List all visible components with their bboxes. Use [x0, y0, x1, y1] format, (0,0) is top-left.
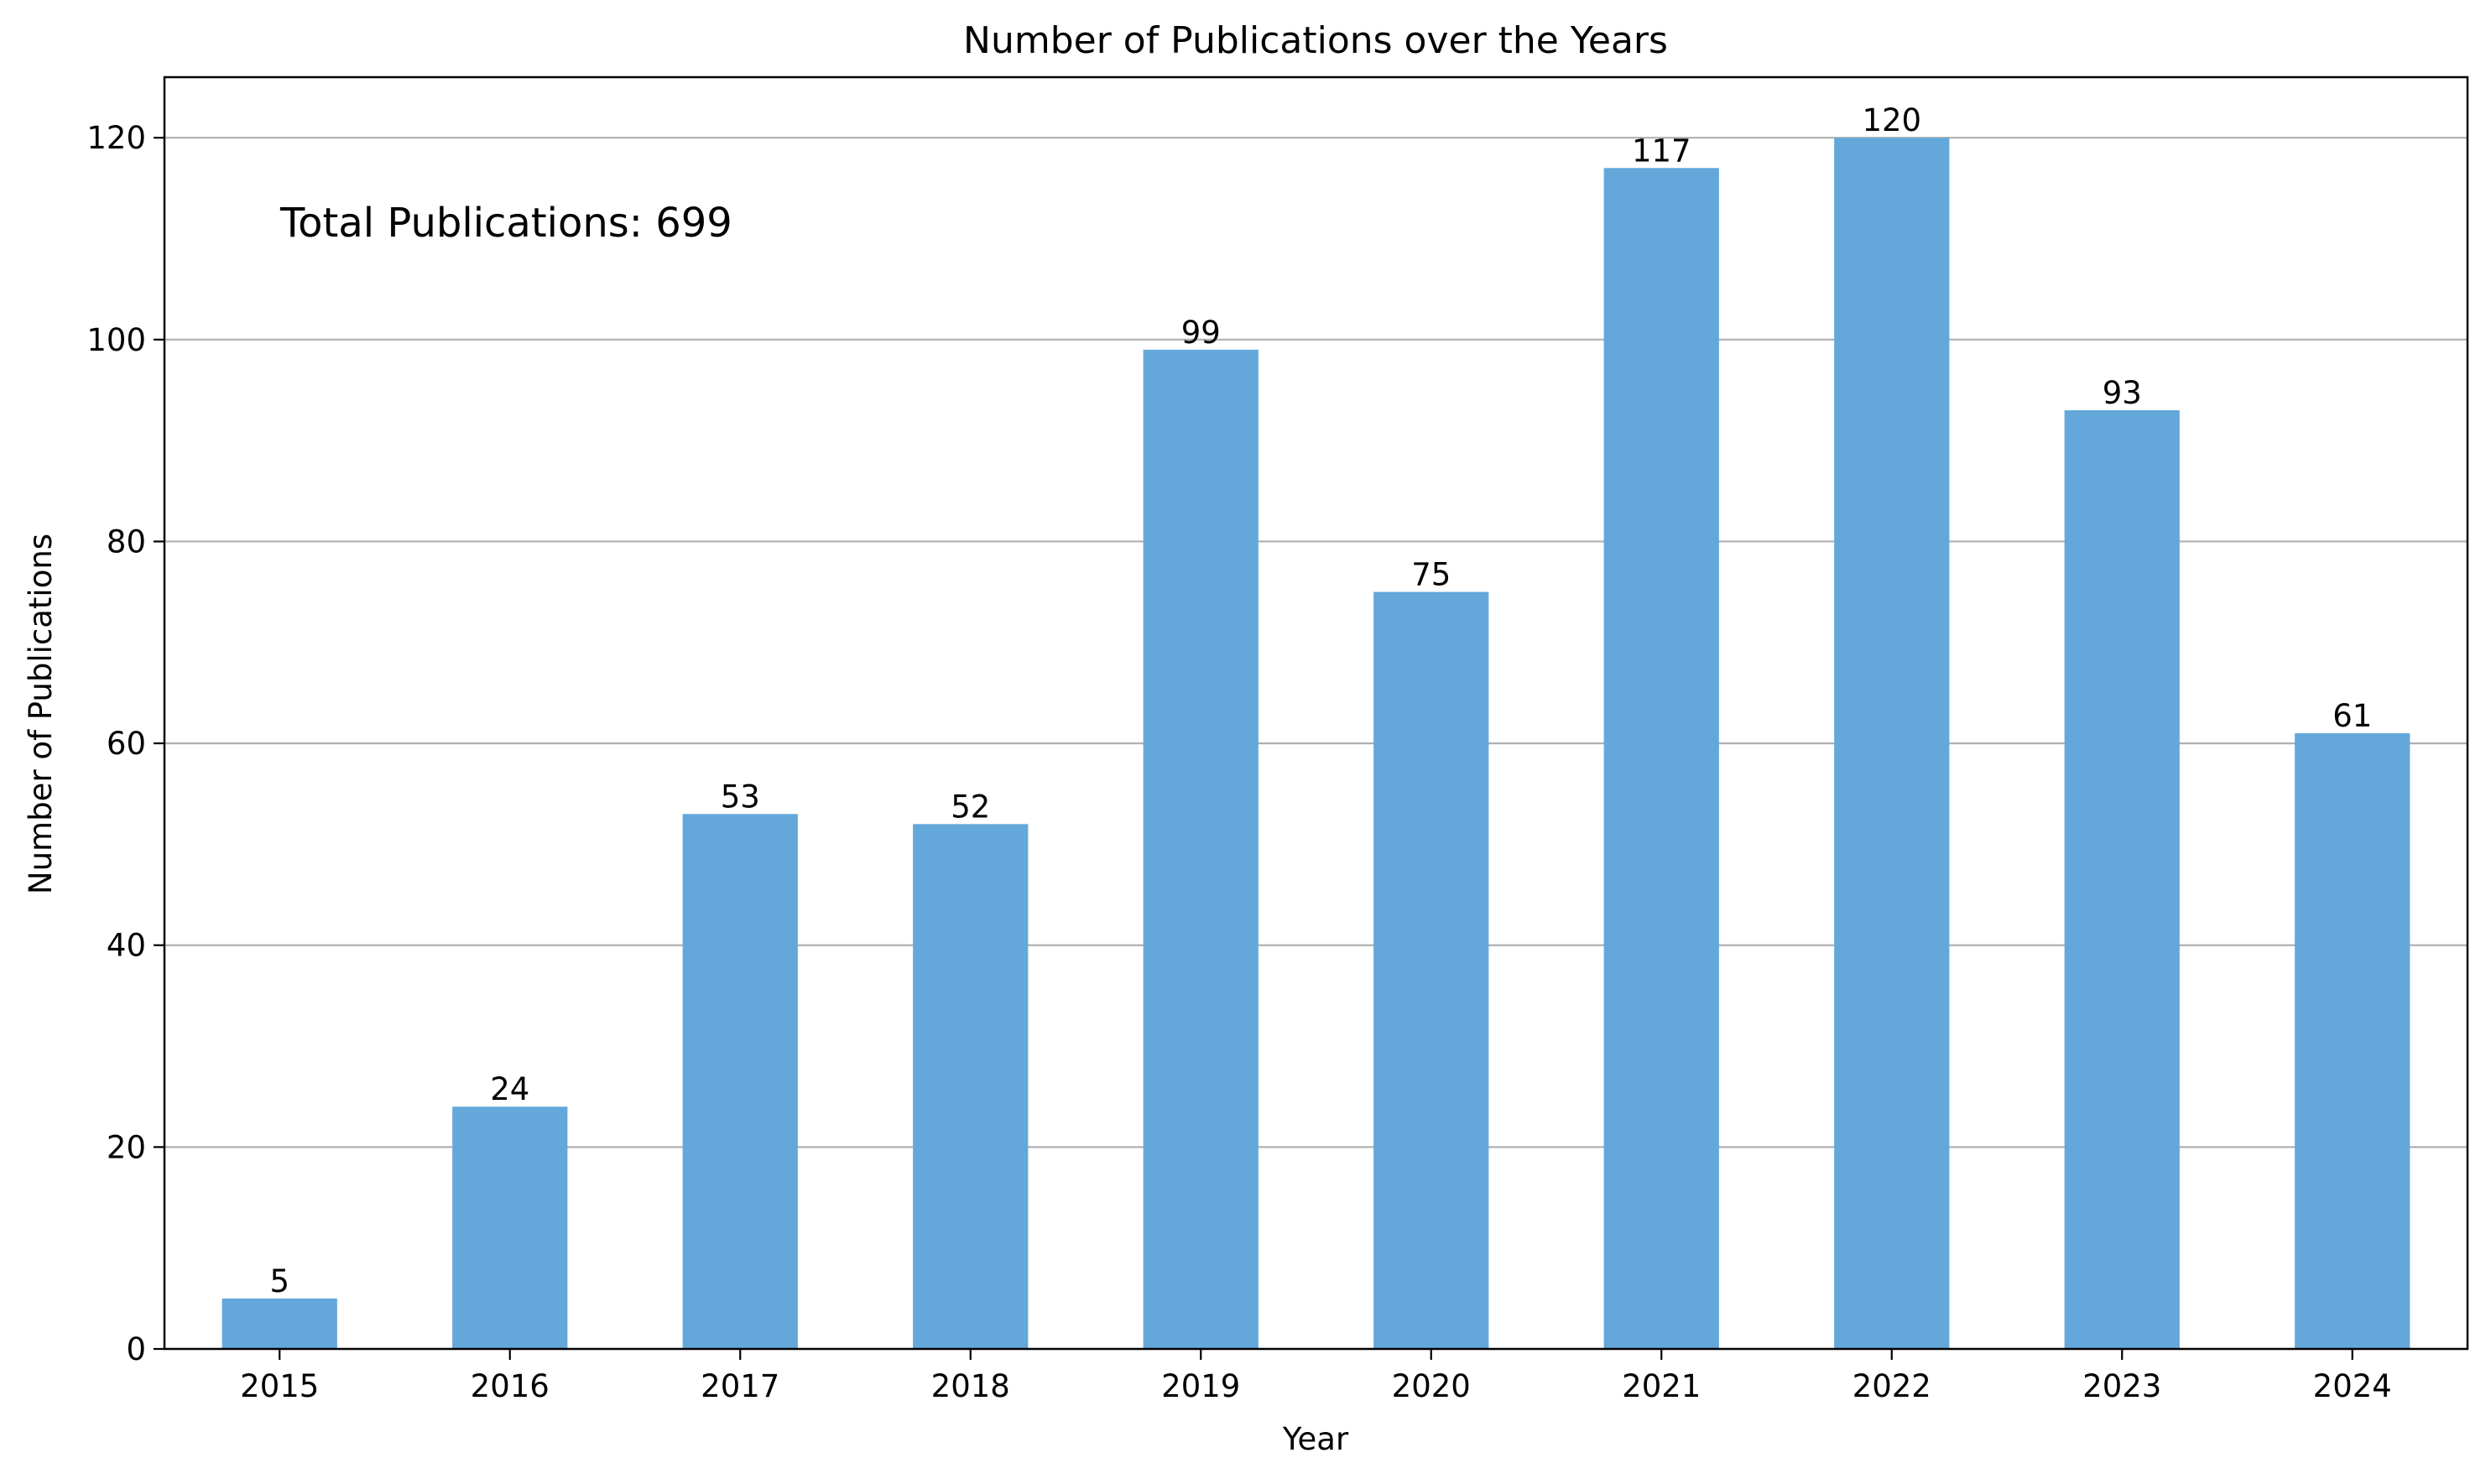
bar-value-label-2021: 117 — [1632, 133, 1691, 169]
bars — [221, 138, 2410, 1350]
y-tick-label: 100 — [86, 322, 146, 358]
y-tick-label: 80 — [107, 523, 146, 560]
y-tick-label: 20 — [107, 1129, 146, 1165]
bar-2015 — [221, 1298, 337, 1349]
x-tick-label-2016: 2016 — [471, 1368, 550, 1404]
plot-frame — [163, 76, 2469, 1351]
x-axis-ticks: 2015 2016 2017 2018 2019 2020 2021 2022 2023 2024 — [240, 1349, 2392, 1404]
bar-2021 — [1603, 168, 1719, 1349]
y-tick-label: 60 — [107, 726, 146, 762]
x-tick-label-2020: 2020 — [1392, 1368, 1471, 1404]
bar-value-label-2018: 52 — [951, 789, 990, 825]
x-tick-label-2024: 2024 — [2313, 1368, 2392, 1404]
x-tick-label-2018: 2018 — [931, 1368, 1010, 1404]
x-tick-label-2021: 2021 — [1622, 1368, 1701, 1404]
x-tick-label-2023: 2023 — [2082, 1368, 2161, 1404]
bar-2023 — [2064, 410, 2180, 1349]
bar-value-labels: 5 24 53 52 99 75 117 120 93 61 — [269, 102, 2372, 1299]
bar-value-label-2016: 24 — [490, 1071, 529, 1107]
bar-value-label-2022: 120 — [1862, 102, 1921, 138]
y-tick-label: 120 — [86, 120, 146, 156]
x-tick-label-2022: 2022 — [1853, 1368, 1931, 1404]
bar-value-label-2015: 5 — [269, 1263, 289, 1299]
bar-2017 — [682, 814, 798, 1349]
x-tick-label-2017: 2017 — [701, 1368, 779, 1404]
y-tick-label: 40 — [107, 928, 146, 964]
bar-2020 — [1373, 591, 1489, 1349]
bar-value-label-2024: 61 — [2332, 698, 2372, 734]
bar-value-label-2023: 93 — [2103, 375, 2142, 411]
chart-title: Number of Publications over the Years — [963, 19, 1668, 62]
x-axis-label: Year — [1282, 1421, 1349, 1457]
total-publications-annotation: Total Publications: 699 — [279, 200, 732, 247]
bar-2022 — [1834, 138, 1950, 1350]
bar-2019 — [1143, 349, 1259, 1349]
bar-2016 — [452, 1106, 568, 1349]
y-axis-label: Number of Publications — [23, 534, 59, 894]
bar-value-label-2017: 53 — [721, 778, 760, 815]
y-tick-label: 0 — [126, 1331, 146, 1367]
bar-2018 — [913, 824, 1029, 1349]
bar-value-label-2019: 99 — [1181, 315, 1221, 351]
bar-2024 — [2295, 733, 2410, 1349]
bar-value-label-2020: 75 — [1411, 557, 1451, 593]
y-axis-ticks: 0 20 40 60 80 100 120 — [86, 120, 164, 1367]
x-tick-label-2019: 2019 — [1161, 1368, 1240, 1404]
x-tick-label-2015: 2015 — [240, 1368, 319, 1404]
